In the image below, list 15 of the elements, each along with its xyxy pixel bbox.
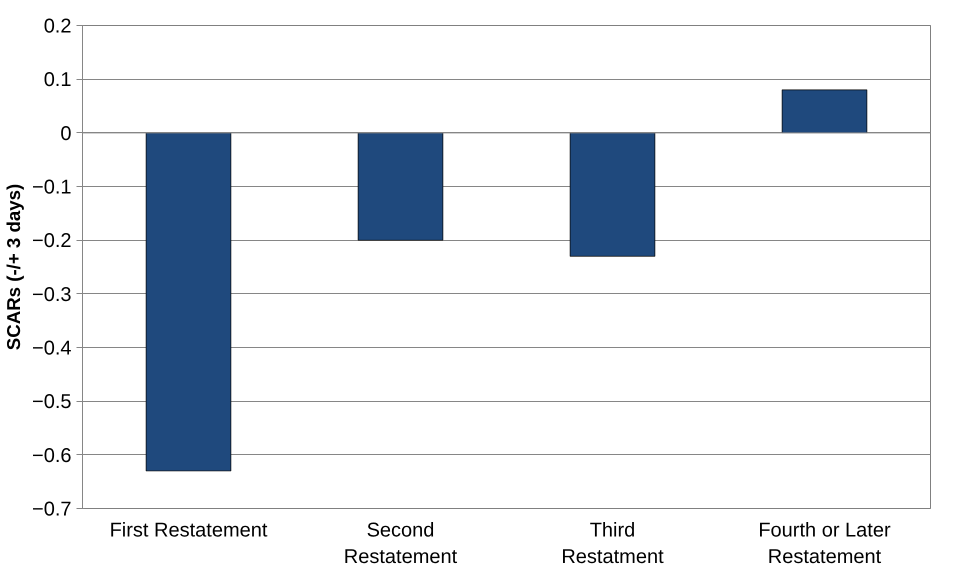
y-tick-label: 0.1 (44, 69, 72, 92)
y-axis-title: SCARs (-/+ 3 days) (3, 184, 24, 350)
x-tick-label: First Restatement (110, 520, 268, 542)
y-tick-label: −0.6 (32, 444, 72, 467)
y-tick-label: −0.7 (32, 498, 72, 520)
x-tick-label: Second Restatement (344, 520, 458, 568)
y-tick-label: −0.3 (32, 284, 72, 306)
y-tick-label: −0.5 (32, 391, 72, 414)
x-tick-label: Fourth or Later Restatement (758, 520, 891, 568)
y-tick-label: 0.2 (44, 16, 72, 38)
y-tick-label: −0.4 (32, 338, 72, 360)
x-tick-label: Third Restatment (561, 520, 664, 568)
y-tick-label: −0.2 (32, 230, 72, 252)
y-tick-label: −0.1 (32, 176, 72, 198)
y-tick-label: 0 (60, 122, 72, 145)
